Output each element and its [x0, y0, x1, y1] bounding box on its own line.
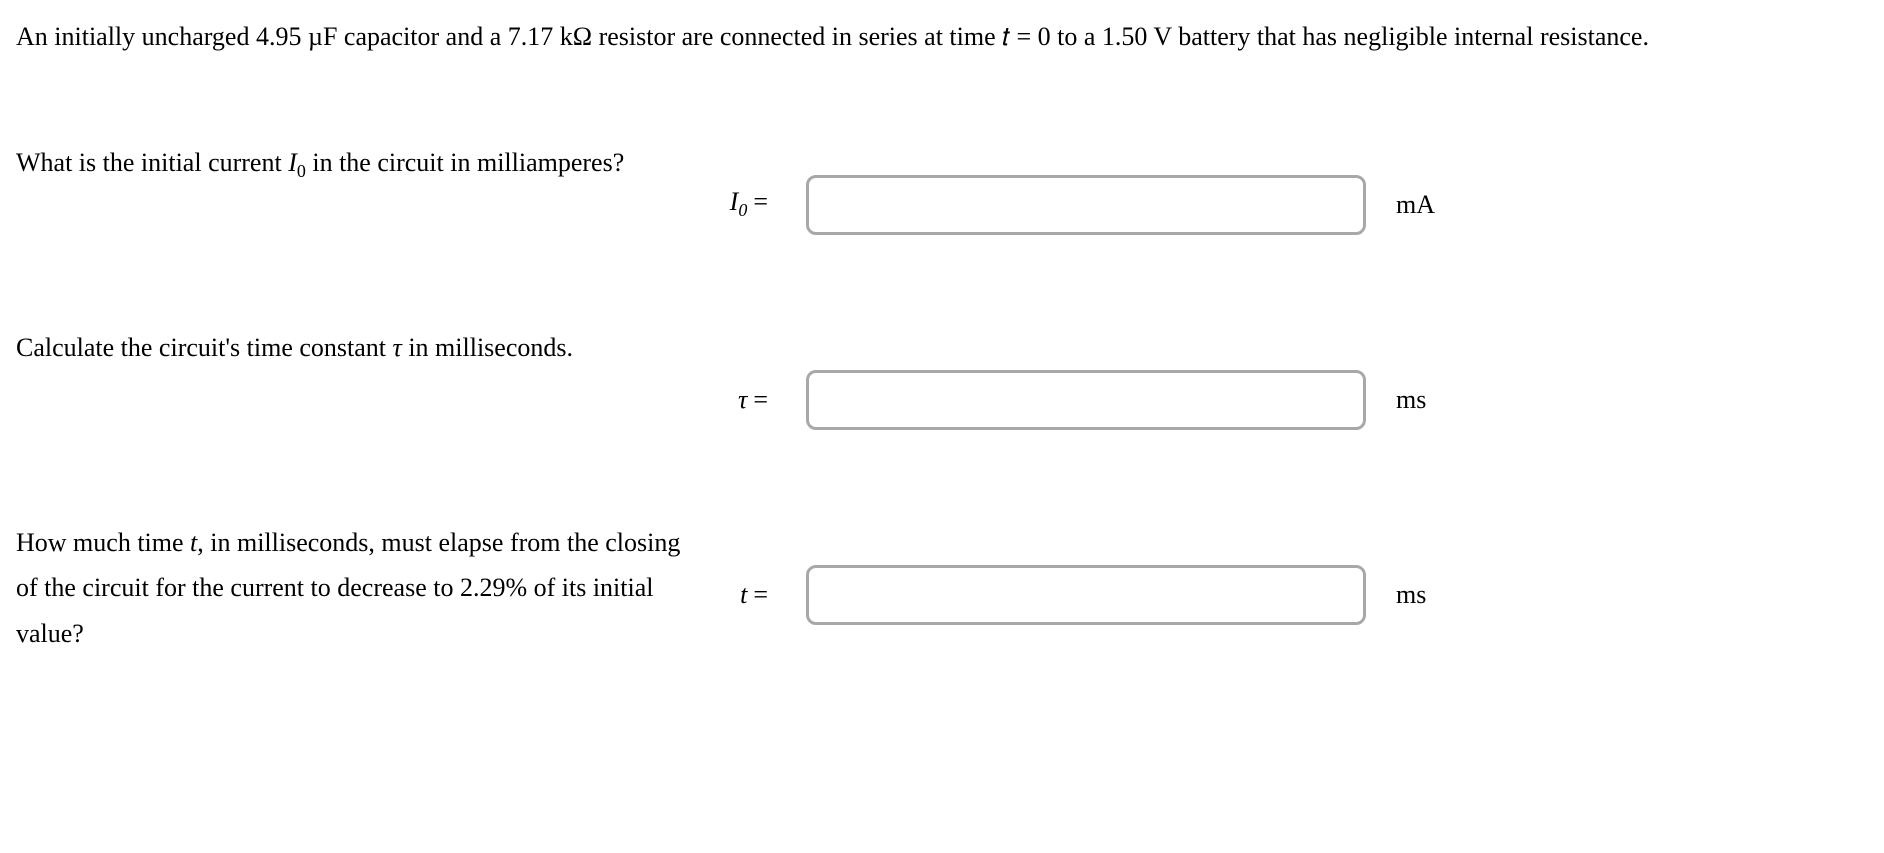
problem-statement: An initially uncharged 4.95 µF capacitor… — [16, 14, 1868, 60]
unit-label-1: mA — [1396, 190, 1435, 220]
equals-3: = — [753, 580, 768, 609]
q1-text-before: What is the initial current — [16, 148, 288, 177]
question-1-text: What is the initial current I0 in the ci… — [16, 140, 716, 188]
q1-text-after: in the circuit in milliamperes? — [306, 148, 624, 177]
q2-answer-symbol: τ — [738, 385, 747, 414]
q2-text-before: Calculate the circuit's time constant — [16, 333, 393, 362]
question-1: What is the initial current I0 in the ci… — [16, 140, 1868, 235]
answer-input-3[interactable] — [806, 565, 1366, 625]
q2-text-after: in milliseconds. — [402, 333, 573, 362]
q1-symbol-main: I — [288, 148, 297, 177]
q3-text-before: How much time — [16, 528, 190, 557]
answer-area-3: t= ms — [716, 565, 1868, 625]
answer-label-3: t= — [716, 580, 806, 610]
equals-1: = — [753, 187, 768, 216]
answer-area-2: τ= ms — [716, 370, 1868, 430]
answer-label-1: I0= — [716, 187, 806, 221]
answer-input-2[interactable] — [806, 370, 1366, 430]
q1-answer-sub: 0 — [738, 201, 747, 221]
q2-symbol-main: τ — [393, 333, 402, 362]
question-2-text: Calculate the circuit's time constant τ … — [16, 325, 716, 371]
unit-label-3: ms — [1396, 580, 1426, 610]
question-3: How much time t, in milliseconds, must e… — [16, 520, 1868, 657]
q1-symbol-sub: 0 — [297, 161, 306, 181]
unit-label-2: ms — [1396, 385, 1426, 415]
question-3-text: How much time t, in milliseconds, must e… — [16, 520, 716, 657]
problem-text: An initially uncharged 4.95 µF capacitor… — [16, 22, 1649, 51]
question-2: Calculate the circuit's time constant τ … — [16, 325, 1868, 430]
answer-area-1: I0= mA — [716, 175, 1868, 235]
equals-2: = — [753, 385, 768, 414]
answer-input-1[interactable] — [806, 175, 1366, 235]
answer-label-2: τ= — [716, 385, 806, 415]
q3-answer-symbol: t — [740, 580, 747, 609]
